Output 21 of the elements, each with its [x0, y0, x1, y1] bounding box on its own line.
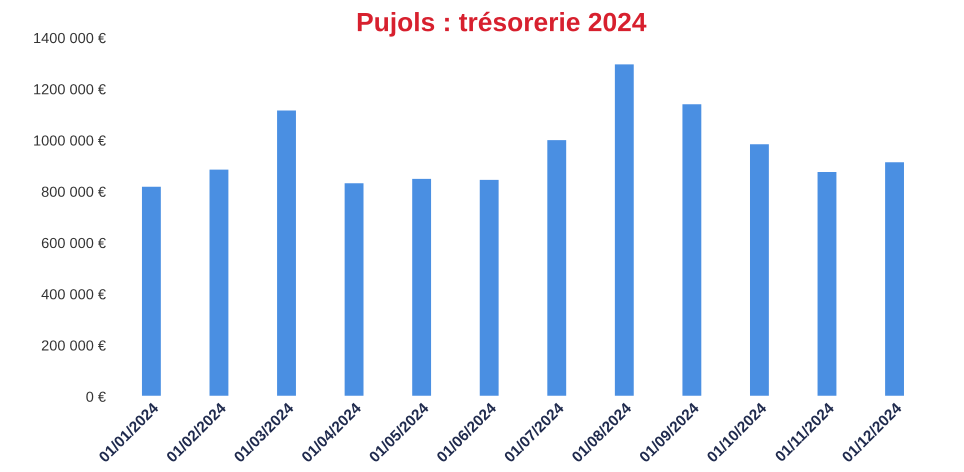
- bar: [884, 160, 906, 396]
- y-tick-label: 400 000 €: [41, 289, 106, 300]
- y-tick-label: 1200 000 €: [34, 84, 106, 94]
- bar: [208, 168, 230, 396]
- y-tick-label: 800 000 €: [42, 186, 106, 197]
- y-tick-label: 1000 000 €: [34, 135, 106, 146]
- chart-title: Pujols : trésorerie 2024: [358, 12, 646, 37]
- bar: [613, 62, 636, 396]
- bar: [140, 185, 162, 396]
- bar: [681, 102, 703, 396]
- y-tick-label: 1400 000 €: [34, 32, 106, 44]
- bar: [546, 138, 568, 396]
- bar: [478, 178, 500, 396]
- y-tick-label: 0 €: [86, 392, 106, 402]
- bar: [410, 177, 432, 396]
- y-tick-label: 600 000 €: [42, 238, 106, 248]
- y-tick-label: 200 000 €: [42, 340, 106, 351]
- bar: [816, 170, 838, 396]
- bar: [343, 182, 365, 396]
- bar: [276, 109, 298, 396]
- bar: [748, 142, 770, 396]
